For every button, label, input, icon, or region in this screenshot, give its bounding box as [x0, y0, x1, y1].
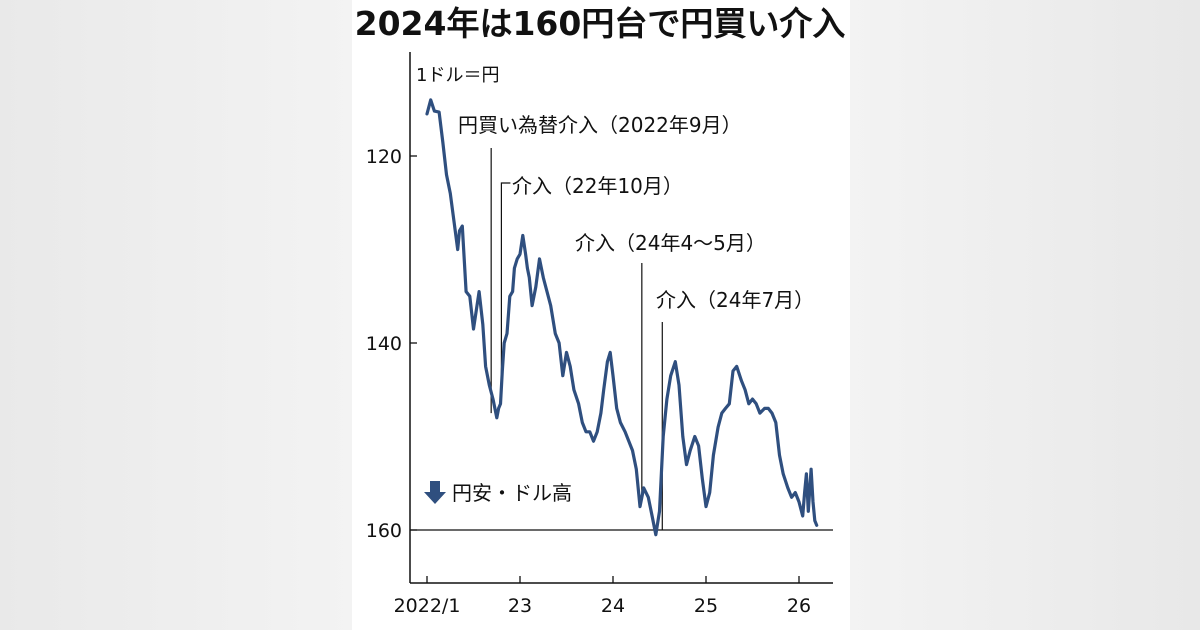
direction-note-text: 円安・ドル高 [452, 481, 572, 505]
annotation-label-1: 介入（22年10月） [512, 174, 683, 198]
down-arrow-icon [424, 481, 446, 504]
y-tick-label-160: 160 [366, 520, 402, 542]
y-tick-label-120: 120 [366, 146, 402, 168]
direction-note: 円安・ドル高 [424, 481, 572, 505]
background-left [0, 0, 352, 630]
intervention-lines [490, 148, 663, 530]
x-tick-label-24: 24 [601, 595, 625, 617]
x-tick-label-26: 26 [787, 595, 811, 617]
chart-panel [352, 0, 850, 630]
axes [409, 52, 833, 584]
series-layer [425, 98, 819, 537]
intervention-labels: 円買い為替介入（2022年9月） 介入（22年10月） 介入（24年4〜5月） 介入（… [458, 113, 814, 312]
unit-label: 1ドル＝円 [416, 65, 499, 86]
chart-title: 2024年は160円台で円買い介入 [355, 4, 846, 43]
annotation-label-2: 介入（24年4〜5月） [575, 231, 766, 255]
x-tick-label-25: 25 [694, 595, 718, 617]
y-tick-label-140: 140 [366, 333, 402, 355]
x-tick-label-23: 23 [508, 595, 532, 617]
x-tick-label-2022/1: 2022/1 [394, 595, 461, 617]
x-ticks: 2022/1 23 24 25 26 [394, 576, 811, 617]
y-ticks: 120 140 160 [366, 146, 417, 542]
annotation-line-1 [500, 182, 511, 404]
annotation-label-0: 円買い為替介入（2022年9月） [458, 113, 742, 137]
annotation-label-3: 介入（24年7月） [656, 288, 814, 312]
series-line-0 [425, 98, 819, 537]
background-right [850, 0, 1200, 630]
